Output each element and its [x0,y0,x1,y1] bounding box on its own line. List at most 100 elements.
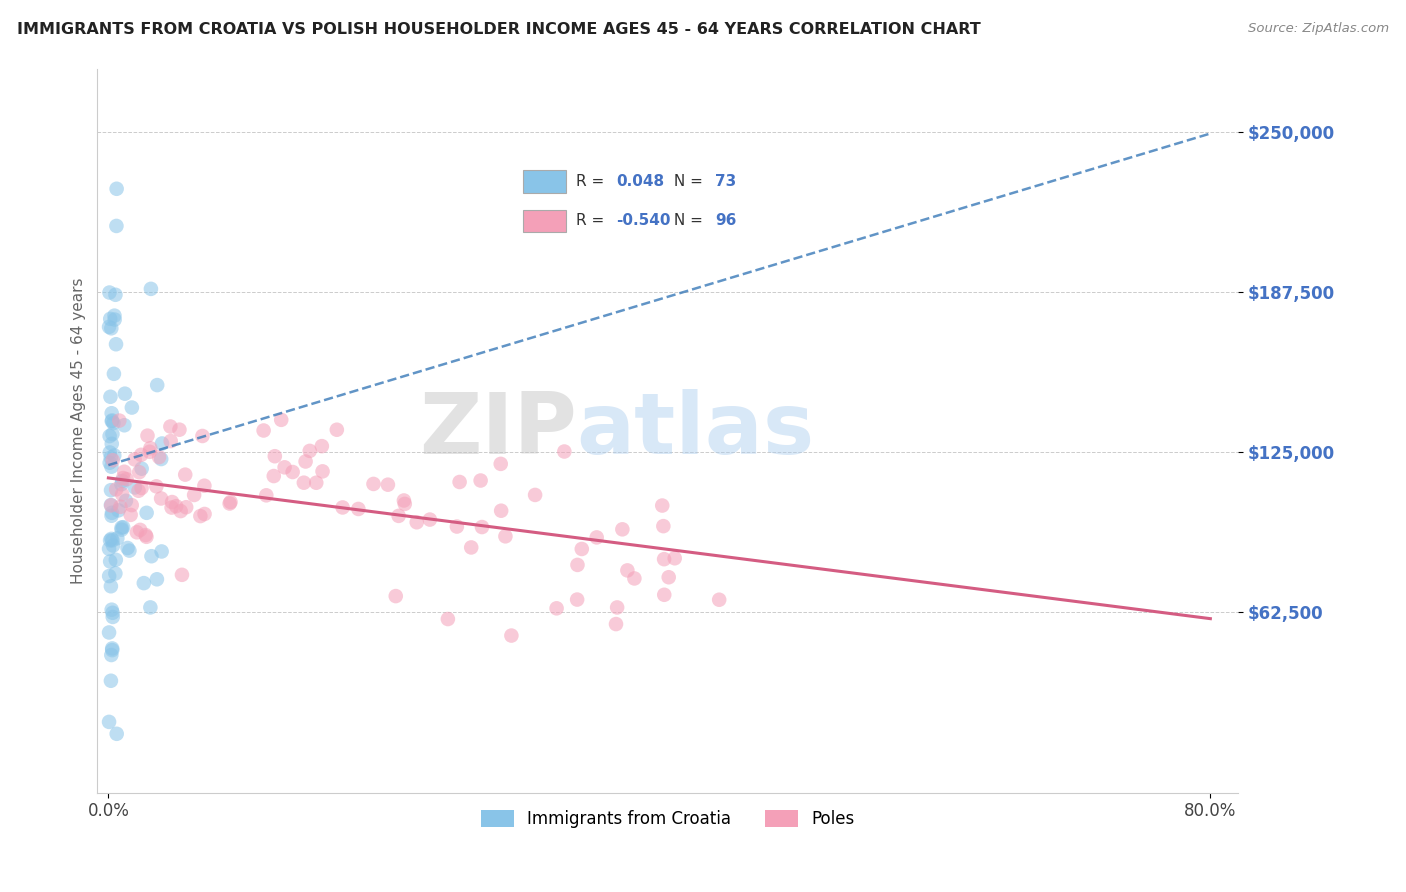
Point [100,483,122,498]
Point [606,600,628,615]
Point [326,423,349,437]
Point [446,519,468,533]
Point [135,506,157,520]
Point [565,592,588,607]
Point [98,554,121,568]
Point [377,477,399,491]
Text: N =: N = [669,174,709,189]
Point [101,413,124,427]
Point [131,481,153,495]
Point [263,469,285,483]
Point [121,498,143,512]
Point [553,444,575,458]
Point [437,612,460,626]
Point [174,500,197,515]
Point [128,465,150,479]
Point [273,460,295,475]
Point [470,474,492,488]
Text: -0.540: -0.540 [617,213,671,228]
Point [103,367,125,381]
Point [141,549,163,564]
Point [145,479,167,493]
Point [135,528,157,542]
Point [219,495,242,509]
Point [471,520,494,534]
Point [546,601,568,615]
Text: 96: 96 [714,213,737,228]
Point [651,499,673,513]
Point [363,477,385,491]
Point [311,464,333,478]
Point [98,429,121,443]
Point [110,500,132,514]
Point [100,498,122,512]
Point [449,475,471,489]
Point [218,496,240,510]
Point [146,378,169,392]
Text: R =: R = [576,213,609,228]
Point [110,520,132,534]
Point [101,427,124,442]
Point [394,497,416,511]
Point [98,319,121,334]
Point [100,673,122,688]
Point [294,454,316,468]
Point [605,617,627,632]
Point [98,533,121,548]
Point [103,309,125,323]
Point [150,491,173,506]
Point [193,479,215,493]
Point [139,282,162,296]
Point [100,390,122,404]
Point [114,386,136,401]
Point [170,567,193,582]
FancyBboxPatch shape [523,170,567,193]
FancyBboxPatch shape [523,210,567,232]
Point [112,465,135,479]
Point [311,439,333,453]
Text: IMMIGRANTS FROM CROATIA VS POLISH HOUSEHOLDER INCOME AGES 45 - 64 YEARS CORRELAT: IMMIGRANTS FROM CROATIA VS POLISH HOUSEH… [17,22,980,37]
Point [104,566,127,581]
Point [138,444,160,458]
Point [139,600,162,615]
Point [98,285,121,300]
Point [489,457,512,471]
Point [159,434,181,448]
Point [101,414,124,428]
Point [112,520,135,534]
Point [129,448,152,462]
Point [298,443,321,458]
Point [105,219,128,233]
Point [100,648,122,662]
Point [100,508,122,523]
Point [104,312,127,326]
Point [98,445,121,459]
Point [121,401,143,415]
Point [150,436,173,450]
Point [101,610,124,624]
Legend: Immigrants from Croatia, Poles: Immigrants from Croatia, Poles [474,804,862,835]
Point [115,472,138,486]
Point [623,571,645,585]
Point [160,500,183,515]
Point [101,641,124,656]
Point [193,507,215,521]
Point [616,563,638,577]
Point [169,423,191,437]
Point [131,461,153,475]
Point [571,541,593,556]
Point [332,500,354,515]
Text: R =: R = [576,174,609,189]
Point [612,522,634,536]
Point [392,493,415,508]
Point [110,477,132,491]
Point [125,525,148,540]
Point [139,442,162,456]
Point [146,572,169,586]
Point [112,471,135,485]
Point [174,467,197,482]
Point [101,643,124,657]
Point [112,418,135,433]
Point [100,406,122,420]
Point [709,592,731,607]
